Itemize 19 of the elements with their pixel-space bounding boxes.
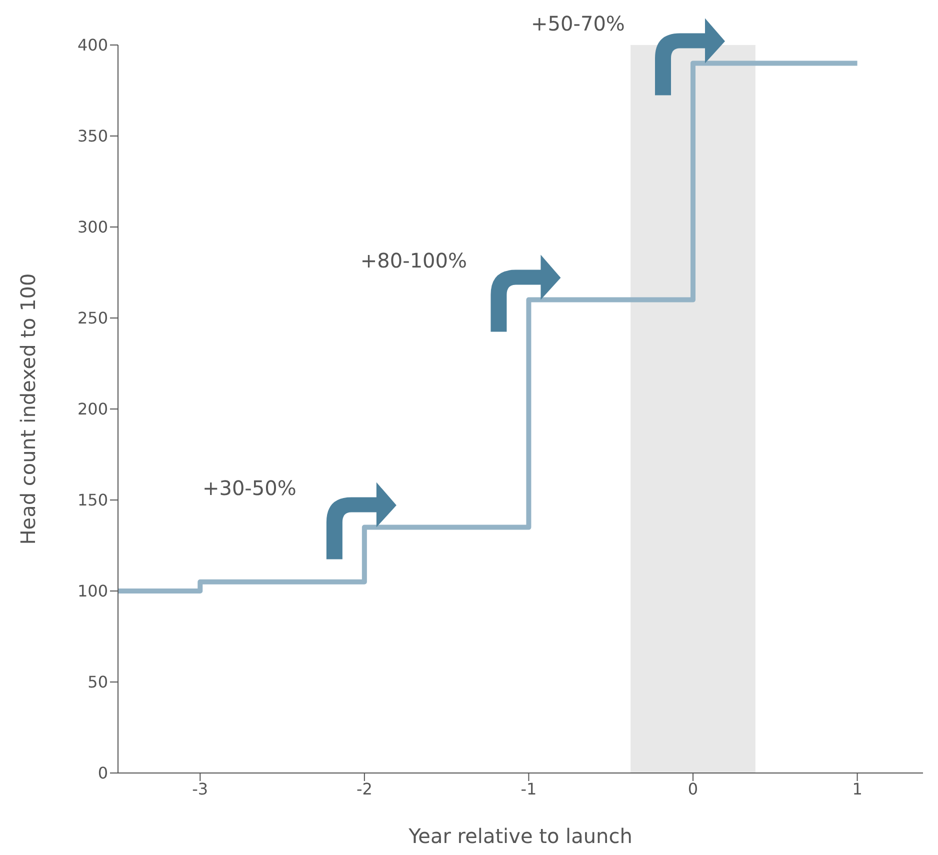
y-tick-label: 300 (77, 218, 108, 237)
x-tick-label: -1 (520, 779, 537, 798)
y-tick-label: 400 (77, 36, 108, 55)
y-tick-label: 350 (77, 126, 108, 146)
x-tick-label: -2 (356, 779, 372, 798)
y-tick-label: 100 (77, 582, 108, 601)
y-tick-label: 150 (77, 490, 108, 510)
y-tick-label: 200 (77, 400, 108, 419)
y-tick-label: 250 (77, 308, 108, 328)
x-tick-label: -3 (192, 779, 208, 798)
y-tick-label: 50 (88, 672, 108, 692)
x-tick-label: 0 (688, 779, 698, 798)
y-tick-label: 0 (98, 764, 108, 783)
text: +50-70% (531, 12, 625, 36)
x-axis-title: Year relative to launch (408, 824, 632, 848)
annotation: +30-50% (202, 476, 296, 500)
x-tick-label: 1 (852, 779, 862, 798)
y-axis-title: Head count indexed to 100 (16, 273, 40, 545)
annotation: +80-100% (360, 248, 468, 272)
